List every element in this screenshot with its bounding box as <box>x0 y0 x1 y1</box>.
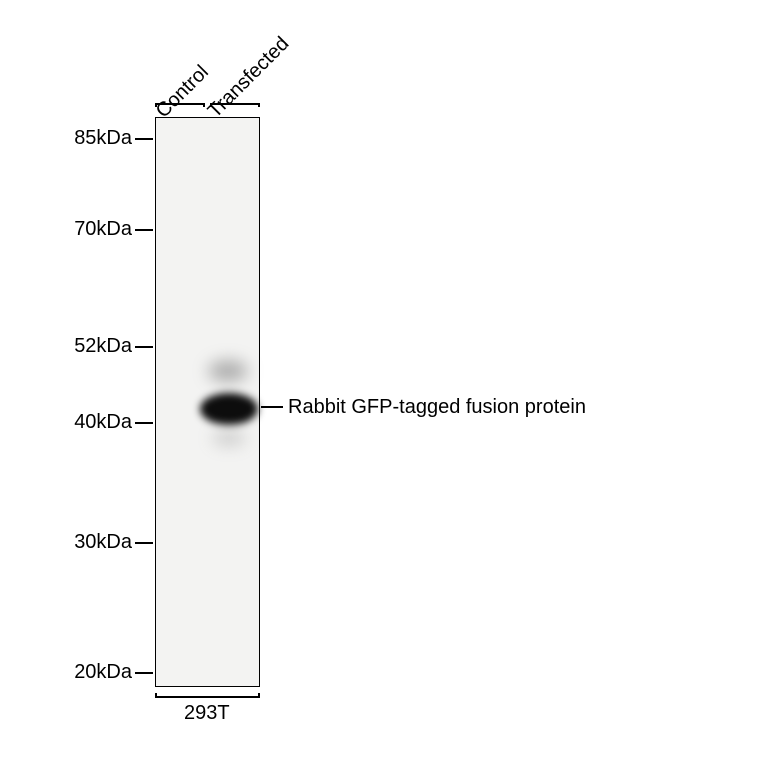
mw-label: 20kDa <box>74 661 132 684</box>
blot-band <box>200 393 258 425</box>
band-annotation-label: Rabbit GFP-tagged fusion protein <box>288 396 586 419</box>
mw-tick <box>135 422 153 424</box>
mw-tick <box>135 346 153 348</box>
bottom-bracket <box>155 693 260 698</box>
band-annotation-tick <box>261 406 283 408</box>
mw-label: 52kDa <box>74 335 132 358</box>
mw-label: 70kDa <box>74 218 132 241</box>
blot-band <box>212 430 246 446</box>
bottom-label: 293T <box>184 702 230 725</box>
lane-label: Control <box>152 61 214 123</box>
mw-label: 85kDa <box>74 127 132 150</box>
mw-tick <box>135 542 153 544</box>
band-annotation-text: Rabbit GFP-tagged fusion protein <box>288 396 586 418</box>
mw-label: 40kDa <box>74 411 132 434</box>
blot-band <box>208 360 248 382</box>
western-blot-figure: ControlTransfected 85kDa 70kDa 52kDa 40kDa 3… <box>0 0 764 764</box>
bottom-label-text: 293T <box>184 702 230 724</box>
lane-label: Transfected <box>204 33 294 123</box>
mw-tick <box>135 138 153 140</box>
mw-tick <box>135 672 153 674</box>
mw-label: 30kDa <box>74 531 132 554</box>
mw-tick <box>135 229 153 231</box>
